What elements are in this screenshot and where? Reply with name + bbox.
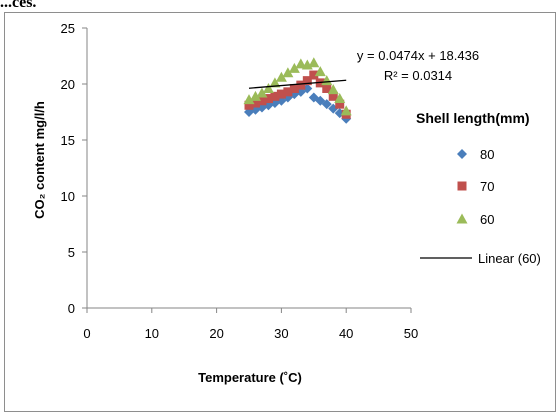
- data-point-70: [244, 100, 254, 110]
- legend-label-trendline: Linear (60): [478, 251, 541, 266]
- y-tick-label: 0: [68, 301, 75, 316]
- trendline-equation: y = 0.0474x + 18.436: [357, 48, 479, 63]
- data-point-60: [256, 87, 268, 98]
- data-point-60: [327, 84, 339, 95]
- x-tick-label: 20: [209, 326, 223, 341]
- trendline-r2: R² = 0.0314: [384, 68, 452, 83]
- data-point-60: [249, 90, 261, 101]
- data-point-70: [289, 83, 299, 93]
- data-point-60: [288, 62, 300, 73]
- legend-label-70: 70: [480, 179, 494, 194]
- data-point-70: [263, 94, 273, 104]
- data-point-70: [283, 87, 293, 97]
- trendline-layer: [248, 79, 347, 89]
- scatter-chart: 0 10 20 30 40 50 0 5 10 15 20 25 CO₂ content mg/l/h…: [32, 21, 541, 385]
- data-point-60: [334, 93, 346, 104]
- y-axis-title: CO₂ content mg/l/h: [32, 101, 47, 219]
- data-point-70: [270, 91, 280, 101]
- x-tick-label: 40: [339, 326, 353, 341]
- y-tick-label: 15: [61, 133, 75, 148]
- data-point-60: [275, 71, 287, 82]
- data-point-60: [269, 77, 281, 88]
- data-point-60: [314, 66, 326, 77]
- data-point-70: [322, 83, 332, 93]
- y-tick-label: 20: [61, 77, 75, 92]
- legend-marker-60: [456, 213, 468, 224]
- y-tick-label: 25: [61, 21, 75, 36]
- data-point-60: [282, 67, 294, 78]
- y-tick-label: 10: [61, 189, 75, 204]
- x-tick-label: 0: [83, 326, 90, 341]
- data-point-70: [328, 91, 338, 101]
- x-tick-label: 30: [274, 326, 288, 341]
- tick-labels: 0 10 20 30 40 50 0 5 10 15 20 25: [61, 21, 419, 341]
- trendline-linear-60: [248, 79, 347, 89]
- legend-marker-70: [457, 181, 467, 191]
- data-point-60: [295, 58, 307, 69]
- data-point-70: [335, 99, 345, 109]
- legend-title: Shell length(mm): [416, 110, 530, 126]
- data-point-70: [276, 89, 286, 99]
- axes: [86, 28, 411, 309]
- page-header: ...ces.: [0, 0, 37, 11]
- x-tick-label: 10: [145, 326, 159, 341]
- x-axis-title: Temperature (˚C): [198, 370, 302, 385]
- data-point-60: [243, 94, 255, 105]
- legend-label-80: 80: [480, 147, 494, 162]
- data-point-80: [321, 99, 332, 110]
- legend: 80 70 60 Linear (60): [420, 147, 541, 266]
- data-point-70: [296, 80, 306, 90]
- x-tick-label: 50: [404, 326, 418, 341]
- data-points: [243, 57, 352, 124]
- data-point-70: [309, 70, 319, 80]
- data-point-60: [308, 57, 320, 68]
- y-tick-label: 5: [68, 245, 75, 260]
- legend-marker-80: [457, 149, 467, 159]
- data-point-70: [257, 96, 267, 106]
- data-point-60: [340, 105, 352, 116]
- data-point-70: [250, 98, 260, 108]
- data-point-60: [262, 82, 274, 93]
- data-point-70: [302, 76, 312, 86]
- legend-label-60: 60: [480, 212, 494, 227]
